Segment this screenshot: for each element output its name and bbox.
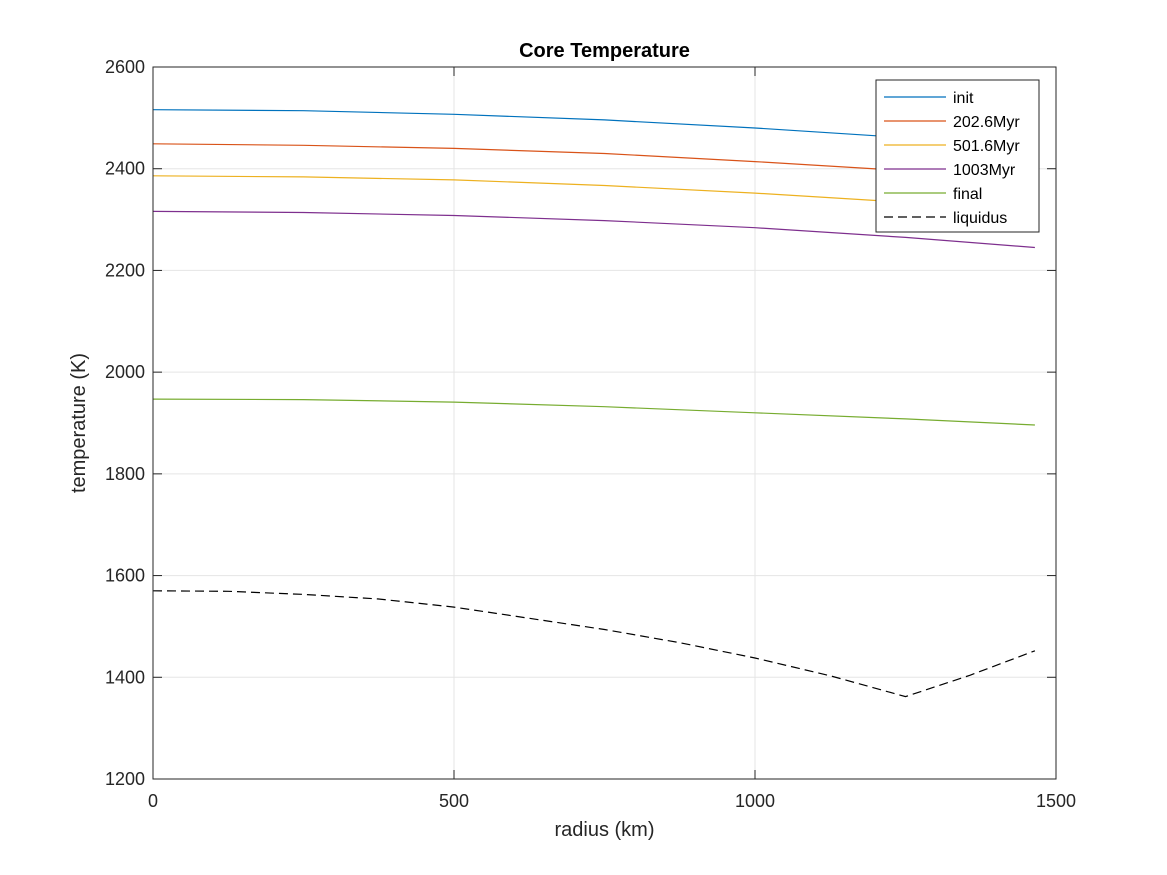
y-tick-label: 2600 xyxy=(105,57,145,77)
y-tick-label: 1200 xyxy=(105,769,145,789)
legend-label: 202.6Myr xyxy=(953,114,1020,131)
legend-box xyxy=(875,79,1040,233)
y-tick-label: 1400 xyxy=(105,667,145,687)
legend-label: final xyxy=(953,186,982,203)
x-tick-label: 1500 xyxy=(1036,791,1076,811)
y-tick-label: 1600 xyxy=(105,566,145,586)
x-tick-label: 500 xyxy=(439,791,469,811)
series-line-liquidus xyxy=(152,590,1036,698)
legend-label: init xyxy=(953,90,974,107)
chart-title: Core Temperature xyxy=(519,40,690,62)
y-tick-label: 1800 xyxy=(105,464,145,484)
y-axis-label: temperature (K) xyxy=(68,353,90,493)
axis-ticks: 0 500 1000 1500 1200 1400 1600 1800 2000 2200 2400… xyxy=(105,57,1076,811)
x-tick-label: 0 xyxy=(148,791,158,811)
legend-label: liquidus xyxy=(953,210,1007,227)
x-tick-label: 1000 xyxy=(735,791,775,811)
y-tick-label: 2000 xyxy=(105,362,145,382)
legend-label: 1003Myr xyxy=(953,162,1016,179)
legend-label: 501.6Myr xyxy=(953,138,1020,155)
y-tick-label: 2400 xyxy=(105,159,145,179)
y-tick-label: 2200 xyxy=(105,260,145,280)
axes-box xyxy=(152,66,1057,780)
legend: init 202.6Myr 501.6Myr 1003Myr final liquidus xyxy=(875,79,1040,233)
series-line-final xyxy=(152,398,1035,426)
x-axis-label: radius (km) xyxy=(554,819,654,841)
series-lines xyxy=(152,109,1036,698)
series-line-1003myr xyxy=(152,210,1035,249)
